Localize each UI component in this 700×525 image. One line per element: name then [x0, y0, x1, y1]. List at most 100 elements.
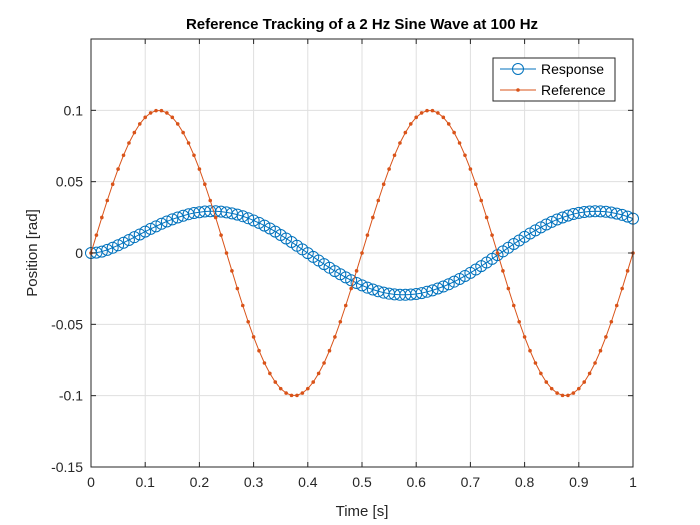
reference-point	[143, 115, 147, 120]
response-point	[171, 211, 184, 224]
response-point	[350, 276, 363, 289]
response-point	[242, 212, 255, 225]
reference-point	[121, 153, 126, 158]
reference-point	[414, 115, 419, 120]
reference-point	[268, 371, 272, 376]
response-point	[534, 221, 547, 234]
reference-point	[235, 286, 240, 291]
reference-point	[246, 319, 250, 324]
response-point	[339, 271, 352, 284]
response-point	[117, 236, 130, 249]
response-point	[540, 218, 553, 231]
reference-point	[338, 319, 343, 324]
reference-point	[441, 115, 446, 120]
response-point	[139, 225, 152, 238]
response-point	[551, 213, 564, 226]
x-tick-label: 0.7	[461, 474, 481, 490]
reference-point	[203, 182, 207, 187]
reference-point	[230, 269, 234, 273]
reference-point	[213, 215, 218, 220]
reference-point	[549, 386, 554, 391]
reference-point	[387, 167, 391, 171]
x-tick-label: 0.1	[135, 474, 155, 490]
reference-point	[398, 141, 402, 145]
reference-point	[620, 286, 624, 291]
reference-point	[430, 108, 435, 113]
reference-point	[349, 286, 353, 291]
legend-marker-response	[512, 63, 524, 75]
response-point	[361, 281, 374, 294]
reference-point	[154, 108, 158, 113]
x-axis-label: Time [s]	[336, 503, 389, 520]
response-point	[106, 241, 119, 254]
reference-point	[343, 303, 348, 308]
reference-point	[376, 198, 381, 203]
response-point	[345, 274, 358, 287]
reference-point	[197, 167, 202, 171]
reference-point	[165, 111, 169, 115]
ticks: 0 0.1 0.2 0.3 0.4 0.5 0.6 0.7 0.8 0.9 1 -0.15 -0.1 -0…	[51, 39, 637, 490]
x-tick-label: 0.5	[352, 474, 372, 490]
response-point	[112, 239, 125, 252]
x-tick-label: 1	[629, 474, 637, 490]
reference-point	[333, 335, 337, 339]
legend-label-reference: Reference	[541, 82, 606, 98]
response-point	[616, 208, 629, 221]
reference-point	[517, 319, 521, 324]
y-tick-label: -0.15	[51, 459, 83, 475]
reference-point	[278, 386, 283, 391]
reference-point	[208, 198, 213, 203]
reference-point	[598, 348, 603, 353]
response-point	[431, 282, 444, 295]
reference-point	[408, 122, 413, 126]
x-tick-label: 0.8	[515, 474, 535, 490]
reference-point	[479, 198, 484, 203]
reference-point	[593, 361, 597, 365]
reference-point	[577, 386, 581, 391]
x-tick-label: 0.3	[244, 474, 264, 490]
reference-point	[316, 371, 321, 376]
chart-title: Reference Tracking of a 2 Hz Sine Wave a…	[186, 16, 538, 33]
reference-point	[468, 167, 473, 171]
reference-point	[354, 269, 359, 273]
series-reference	[89, 108, 635, 398]
x-tick-label: 0.4	[298, 474, 318, 490]
reference-point	[446, 122, 451, 126]
x-tick-label: 0.6	[406, 474, 426, 490]
y-axis-label: Position [rad]	[24, 209, 41, 297]
reference-point	[327, 348, 332, 353]
reference-point	[192, 153, 196, 158]
reference-point	[484, 215, 489, 220]
reference-point	[560, 393, 565, 398]
y-tick-label: -0.05	[51, 316, 83, 332]
reference-point	[322, 361, 326, 365]
response-point	[253, 216, 266, 229]
response-point	[122, 234, 135, 247]
reference-point	[403, 130, 408, 135]
reference-point	[175, 122, 180, 126]
reference-point	[381, 182, 386, 187]
reference-point	[571, 391, 576, 395]
response-point	[247, 214, 260, 227]
reference-point	[457, 141, 462, 145]
response-point	[556, 211, 569, 224]
response-point	[448, 275, 461, 288]
reference-point	[132, 130, 137, 135]
response-point	[545, 215, 558, 228]
reference-point	[452, 130, 456, 135]
response-point	[225, 207, 238, 220]
series-response	[85, 205, 639, 301]
response-point	[155, 217, 168, 230]
response-point	[160, 215, 173, 228]
legend-marker-reference	[516, 88, 520, 92]
response-point	[258, 219, 271, 232]
reference-point	[110, 182, 115, 187]
legend-box	[492, 57, 616, 102]
reference-point	[170, 115, 175, 120]
response-point	[144, 222, 157, 235]
response-point	[95, 245, 108, 258]
reference-point	[501, 269, 505, 273]
reference-point	[127, 141, 131, 145]
reference-point	[555, 391, 559, 395]
